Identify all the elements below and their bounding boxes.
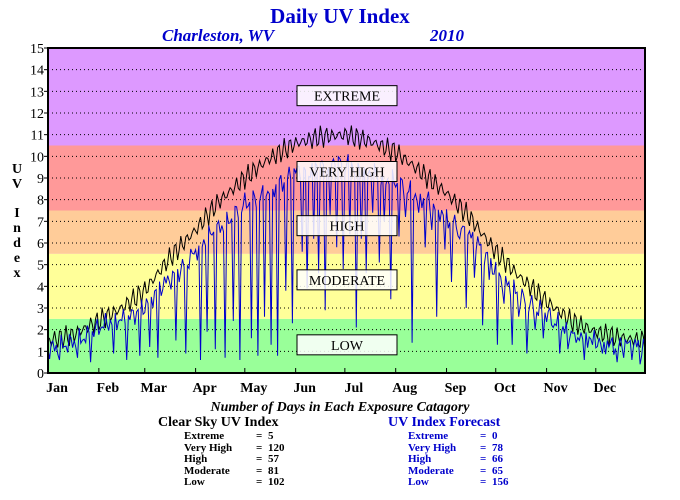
y-tick-label: 5 [37,259,44,274]
stat-label: Extreme [408,430,449,442]
stat-label: Low [184,476,205,488]
x-tick-label: Jul [345,381,364,396]
stat-label: Very High [408,441,457,454]
y-tick-label: 11 [31,129,44,144]
band-label: HIGH [330,220,365,235]
x-tick-label: May [240,381,267,396]
stat-value: 5 [268,430,274,442]
stat-equals: = [256,441,263,454]
x-tick-label: Nov [544,381,568,396]
stat-value: 78 [492,441,503,454]
stat-value: 81 [268,464,279,477]
x-tick-label: Mar [141,381,167,396]
x-tick-label: Aug [392,381,417,396]
stat-label: Low [408,476,429,488]
chart-title: Daily UV Index [270,4,410,28]
y-tick-label: 13 [30,85,44,100]
clear-sky-rows: Extreme = 5 Very High = 120 High = 57 Moderate = 81… [184,430,285,489]
clear-sky-title: Clear Sky UV Index [158,415,279,430]
stat-row: Low = 156 [408,476,509,489]
plot-frame [47,47,646,374]
band-label: EXTREME [314,90,380,105]
forecast-rows: Extreme = 0 Very High = 78 High = 66 Moderate = 65 L… [408,430,509,489]
stat-row: Moderate = 65 [408,464,509,478]
y-tick-label: 4 [37,280,44,295]
stat-equals: = [480,441,487,454]
stat-value: 65 [492,464,503,477]
band-label-box [296,215,398,237]
band-label-box [296,334,398,356]
stat-label: High [184,453,208,465]
stat-row: Low = 102 [184,476,285,489]
stat-row: High = 57 [184,453,285,466]
stat-label: High [408,453,432,465]
stat-equals: = [480,430,487,442]
y-tick-label: 7 [37,215,44,230]
y-axis-label-char: U [11,162,23,177]
stat-row: Very High = 120 [184,441,285,455]
y-axis-label-char: d [13,236,21,251]
location-label: Charleston, WV [162,26,275,45]
y-axis-label-char: n [13,221,21,236]
stat-value: 66 [492,453,503,465]
stat-value: 120 [268,441,285,454]
stat-equals: = [480,476,487,488]
stat-value: 0 [492,430,498,442]
stat-value: 156 [492,476,509,488]
y-axis-label-char: x [13,266,21,281]
x-tick-label: Jan [46,381,68,396]
stat-equals: = [480,464,487,477]
stat-label: Moderate [408,464,454,477]
stat-row: High = 66 [408,453,509,466]
stat-label: Moderate [184,464,230,477]
band-label-box [296,269,398,291]
band-label-box [296,85,398,107]
y-tick-label: 15 [30,42,44,57]
band-label: LOW [331,339,364,354]
band-label-box [296,161,398,182]
y-tick-label: 1 [37,345,44,360]
stat-label: Extreme [184,430,225,442]
stat-value: 57 [268,453,279,465]
band-label: VERY HIGH [309,166,384,181]
y-tick-label: 6 [37,237,44,252]
y-axis-label-char: e [13,251,21,266]
y-tick-label: 8 [37,194,44,209]
stat-row: Extreme = 0 [408,430,509,443]
stat-label: Very High [184,441,233,454]
y-tick-label: 10 [30,150,44,165]
stat-row: Extreme = 5 [184,430,285,443]
x-tick-label: Sep [445,381,467,396]
y-tick-label: 0 [37,367,44,382]
x-tick-label: Feb [97,381,120,396]
x-tick-label: Oct [494,381,516,396]
stats-heading: Number of Days in Each Exposure Catagory [210,400,470,415]
y-axis-label-char: I [14,206,20,221]
forecast-title: UV Index Forecast [388,415,501,430]
y-tick-label: 14 [30,64,44,79]
y-tick-label: 12 [30,107,44,122]
stat-equals: = [256,464,263,477]
y-axis-label-char: V [11,177,23,192]
year-label: 2010 [430,26,464,45]
y-tick-label: 3 [37,302,44,317]
clear-sky-panel: Clear Sky UV Index Extreme = 5 Very High = 12… [158,415,285,489]
x-tick-label: Jun [293,381,316,396]
y-tick-label: 2 [37,324,44,339]
forecast-panel: UV Index Forecast Extreme = 0 Very High = 78 H… [388,415,509,489]
series-clear-sky-line [47,125,646,353]
stat-value: 102 [268,476,285,488]
stat-equals: = [256,430,263,442]
stat-equals: = [480,453,487,465]
stat-row: Moderate = 81 [184,464,285,478]
stat-equals: = [256,476,263,488]
x-tick-label: Apr [193,381,217,396]
x-tick-label: Dec [594,381,617,396]
band-label: MODERATE [309,274,385,289]
stat-row: Very High = 78 [408,441,509,455]
y-tick-label: 9 [37,172,44,187]
stat-equals: = [256,453,263,465]
